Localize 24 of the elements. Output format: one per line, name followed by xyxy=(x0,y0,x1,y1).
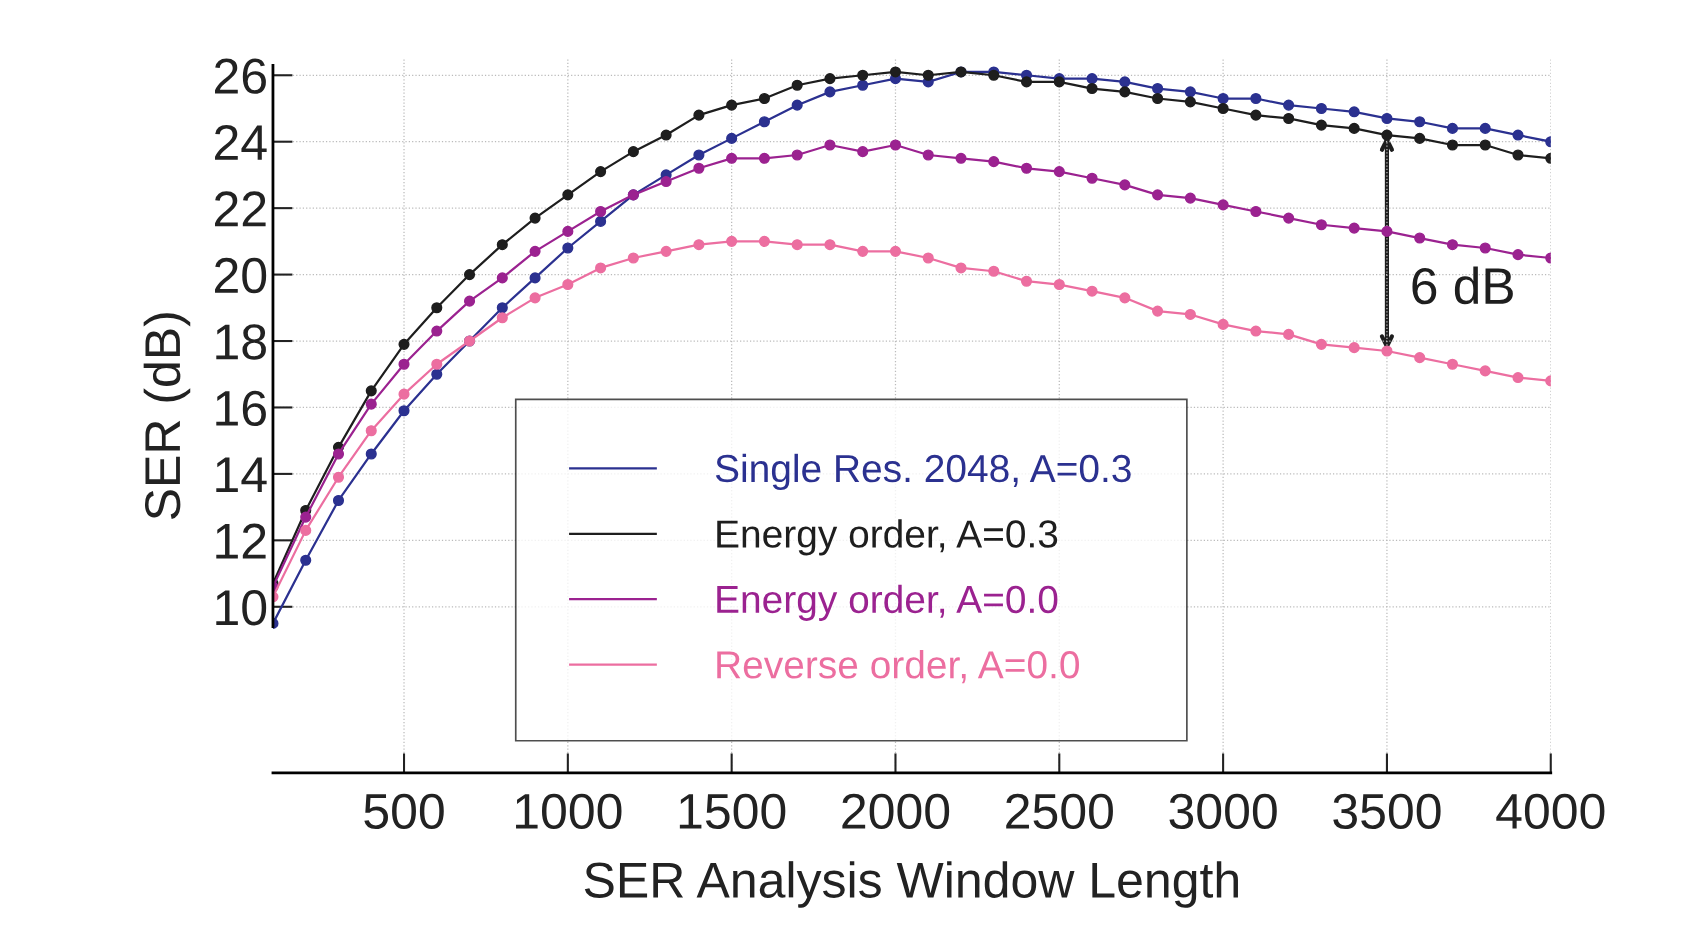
legend-label: Energy order, A=0.3 xyxy=(717,519,1058,556)
y-tick-label: 16 xyxy=(216,390,266,427)
y-tick-label: 18 xyxy=(216,324,266,360)
legend-label: Reverse order, A=0.0 xyxy=(717,650,1079,684)
x-tick-label: 4000 xyxy=(1496,793,1605,830)
y-tick-label: 20 xyxy=(215,257,267,294)
x-tick-label: 2000 xyxy=(842,793,950,830)
x-tick-label: 2500 xyxy=(1006,793,1113,830)
y-tick-label: 22 xyxy=(215,191,266,227)
x-tick-label: 3000 xyxy=(1169,793,1277,830)
legend-label: Energy order, A=0.0 xyxy=(717,584,1058,621)
y-tick-label: 26 xyxy=(215,58,266,94)
y-tick-label: 14 xyxy=(216,457,267,493)
y-tick-label: 24 xyxy=(215,124,267,160)
annotation: 6 dB xyxy=(1412,266,1513,305)
y-tick-label: 12 xyxy=(216,523,266,559)
x-tick-label: 1000 xyxy=(516,793,622,830)
y-axis-title: SER (dB) xyxy=(143,313,191,520)
x-axis-title: SER Analysis Window Length xyxy=(584,861,1238,908)
legend-label: Single Res. 2048, A=0.3 xyxy=(715,453,1131,491)
y-tick-label: 10 xyxy=(216,589,267,626)
x-tick-label: 3500 xyxy=(1333,793,1441,830)
x-tick-label: 500 xyxy=(364,793,444,830)
x-tick-label: 1500 xyxy=(679,793,786,830)
